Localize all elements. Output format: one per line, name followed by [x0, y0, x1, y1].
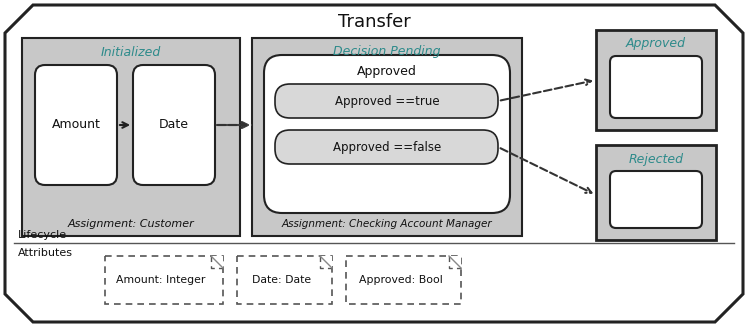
Polygon shape	[320, 256, 332, 268]
Polygon shape	[5, 5, 743, 322]
Bar	[596, 145, 716, 240]
FancyBboxPatch shape	[35, 65, 117, 185]
Bar	[252, 38, 522, 236]
FancyBboxPatch shape	[610, 56, 702, 118]
Bar	[346, 256, 461, 304]
Text: Amount: Amount	[52, 118, 100, 131]
Text: Amount: Integer: Amount: Integer	[116, 275, 206, 285]
FancyBboxPatch shape	[133, 65, 215, 185]
Text: Initialized: Initialized	[101, 45, 161, 59]
Bar	[22, 38, 240, 236]
Bar	[596, 30, 716, 130]
Text: Approved: Approved	[357, 65, 417, 78]
Text: Approved ==true: Approved ==true	[334, 95, 439, 108]
Polygon shape	[449, 256, 461, 268]
Text: Date: Date: Date: Date	[252, 275, 311, 285]
Text: Transfer: Transfer	[337, 13, 411, 31]
Text: Lifecycle: Lifecycle	[18, 230, 67, 240]
FancyBboxPatch shape	[275, 130, 498, 164]
FancyBboxPatch shape	[275, 84, 498, 118]
Text: Assignment: Checking Account Manager: Assignment: Checking Account Manager	[282, 219, 492, 229]
Bar	[237, 256, 332, 304]
Text: Attributes: Attributes	[18, 248, 73, 258]
Text: Decision Pending: Decision Pending	[334, 45, 441, 59]
Bar	[105, 256, 223, 304]
Text: Assignment: Customer: Assignment: Customer	[67, 219, 194, 229]
Polygon shape	[211, 256, 223, 268]
Text: Approved: Approved	[626, 38, 686, 50]
Text: Rejected: Rejected	[628, 152, 684, 165]
Text: Date: Date	[159, 118, 189, 131]
FancyBboxPatch shape	[610, 171, 702, 228]
Text: Approved ==false: Approved ==false	[333, 141, 441, 153]
Text: Approved: Bool: Approved: Bool	[358, 275, 442, 285]
FancyBboxPatch shape	[264, 55, 510, 213]
